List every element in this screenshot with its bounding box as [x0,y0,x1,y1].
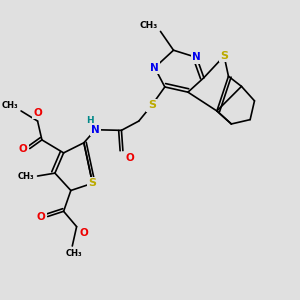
Text: S: S [88,178,97,188]
Text: H: H [86,116,94,124]
Text: N: N [150,63,159,73]
Text: S: S [220,51,228,61]
Text: CH₃: CH₃ [18,172,35,181]
Text: S: S [148,100,156,110]
Text: O: O [37,212,45,221]
Text: CH₃: CH₃ [139,21,158,30]
Text: CH₃: CH₃ [2,100,18,109]
Text: N: N [192,52,201,62]
Text: O: O [125,153,134,163]
Text: O: O [33,108,42,118]
Text: N: N [91,125,100,135]
Text: O: O [80,228,88,238]
Text: O: O [19,144,28,154]
Text: CH₃: CH₃ [65,250,82,259]
